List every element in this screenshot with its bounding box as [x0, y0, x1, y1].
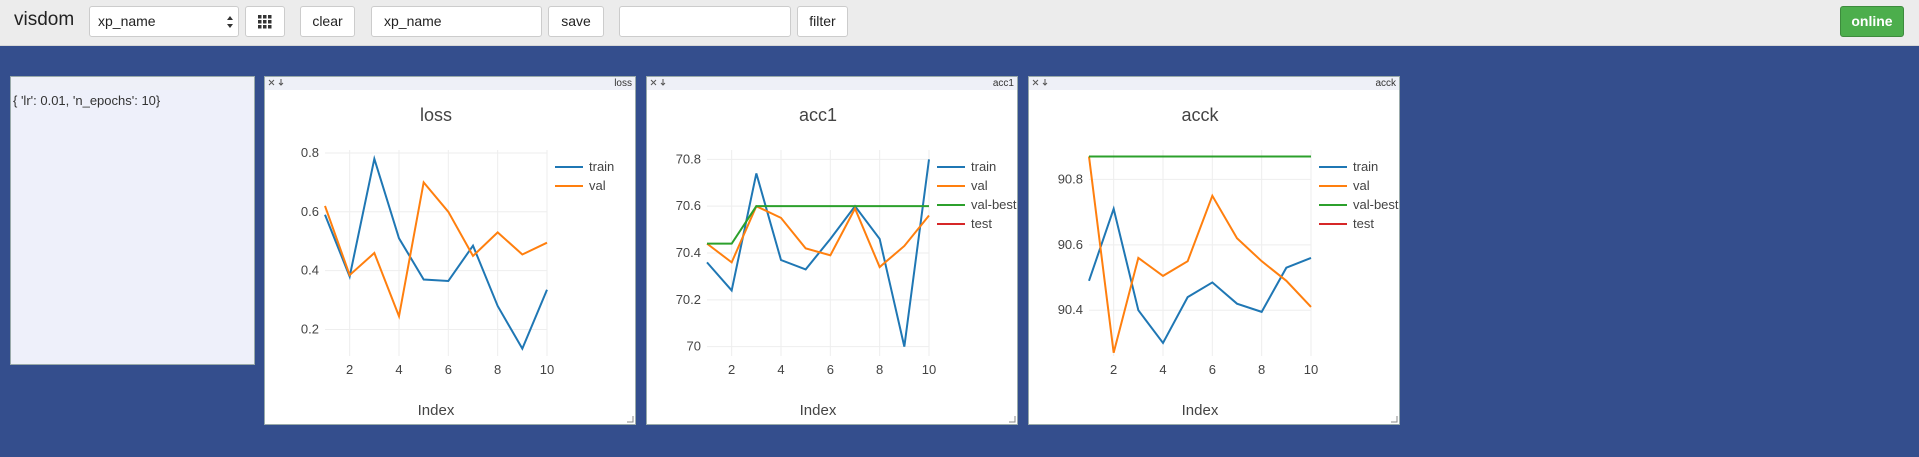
series-line	[1088, 205, 1312, 345]
x-tick-label: 8	[494, 362, 501, 377]
y-tick-label: 0.6	[301, 204, 319, 219]
legend-label: val-best	[971, 197, 1017, 212]
legend-label: train	[589, 159, 614, 174]
grid-icon	[258, 15, 272, 29]
legend-label: test	[971, 216, 992, 231]
x-tick-label: 2	[346, 362, 353, 377]
y-tick-label: 70.6	[676, 198, 701, 213]
text-pane: { 'lr': 0.01, 'n_epochs': 10}	[10, 76, 255, 365]
pane-title: loss	[614, 78, 632, 89]
chart-title: acck	[1181, 105, 1219, 125]
pane-header: loss	[265, 77, 635, 90]
app-name: visdom	[14, 9, 75, 30]
y-tick-label: 90.4	[1058, 302, 1083, 317]
x-tick-label: 10	[1304, 362, 1318, 377]
y-tick-label: 70.2	[676, 292, 701, 307]
x-tick-label: 4	[777, 362, 784, 377]
chart-title: acc1	[799, 105, 837, 125]
online-status[interactable]: online	[1840, 6, 1904, 37]
x-tick-label: 4	[1159, 362, 1166, 377]
y-tick-label: 0.4	[301, 263, 319, 278]
select-arrows	[227, 16, 233, 28]
save-button[interactable]: save	[548, 6, 604, 37]
pane-header	[11, 77, 254, 90]
y-tick-label: 0.2	[301, 322, 319, 337]
download-icon	[278, 79, 284, 86]
download-icon	[660, 79, 666, 86]
series-line	[707, 205, 929, 245]
filter-button[interactable]: filter	[797, 6, 848, 37]
legend-label: val	[589, 178, 606, 193]
env-input[interactable]: xp_name	[371, 6, 542, 37]
download-icon	[1042, 79, 1048, 86]
pane-header: acc1	[647, 77, 1017, 90]
legend-label: val	[971, 178, 988, 193]
chart-pane: acck acck 90.4 90.6 90.8 2 4 6 8 10 Index train val v…	[1028, 76, 1400, 425]
series-line	[324, 154, 548, 351]
resize-handle	[1391, 416, 1398, 423]
x-tick-label: 6	[827, 362, 834, 377]
series-line	[706, 204, 930, 269]
close-icon	[650, 79, 657, 86]
env-select[interactable]: xp_name	[89, 6, 239, 37]
pane-title: acc1	[992, 78, 1014, 89]
chart-title: loss	[420, 105, 452, 125]
y-tick-label: 90.8	[1058, 171, 1083, 186]
x-tick-label: 10	[540, 362, 554, 377]
chart: acc1 70 70.2 70.4 70.6 70.8 2 4 6 8 10 Index train va…	[650, 79, 1017, 423]
pane-header: acck	[1029, 77, 1399, 90]
legend-label: train	[971, 159, 996, 174]
toolbar: visdom xp_name clear xp_name save filter…	[0, 0, 1919, 46]
resize-handle	[1009, 416, 1016, 423]
chart-pane: loss loss 0.2 0.4 0.6 0.8 2 4 6 8 10 Index train val	[264, 76, 636, 425]
legend-label: test	[1353, 216, 1374, 231]
series-line	[1088, 156, 1312, 353]
x-tick-label: 2	[728, 362, 735, 377]
x-tick-label: 2	[1110, 362, 1117, 377]
chart: loss 0.2 0.4 0.6 0.8 2 4 6 8 10 Index train val	[268, 79, 634, 423]
grid-button[interactable]	[245, 6, 285, 37]
clear-button[interactable]: clear	[300, 6, 355, 37]
chart: acck 90.4 90.6 90.8 2 4 6 8 10 Index train val val-b…	[1032, 79, 1399, 423]
x-tick-label: 6	[1209, 362, 1216, 377]
series-line	[324, 180, 548, 320]
x-axis-label: Index	[418, 402, 455, 419]
resize-handle	[627, 416, 634, 423]
x-tick-label: 8	[1258, 362, 1265, 377]
y-tick-label: 0.8	[301, 145, 319, 160]
x-tick-label: 10	[922, 362, 936, 377]
filter-input[interactable]	[619, 6, 791, 37]
x-axis-label: Index	[800, 402, 837, 419]
legend-label: val	[1353, 178, 1370, 193]
pane-title: acck	[1375, 78, 1396, 89]
chart-pane: acc1 acc1 70 70.2 70.4 70.6 70.8 2 4 6 8 10 Index tra…	[646, 76, 1018, 425]
legend-label: val-best	[1353, 197, 1399, 212]
x-axis-label: Index	[1182, 402, 1219, 419]
x-tick-label: 6	[445, 362, 452, 377]
text-content: { 'lr': 0.01, 'n_epochs': 10}	[13, 93, 161, 108]
y-tick-label: 70.8	[676, 151, 701, 166]
y-tick-label: 70.4	[676, 245, 701, 260]
x-tick-label: 8	[876, 362, 883, 377]
x-tick-label: 4	[395, 362, 402, 377]
y-tick-label: 70	[687, 339, 701, 354]
close-icon	[1032, 79, 1039, 86]
y-tick-label: 90.6	[1058, 237, 1083, 252]
legend-label: train	[1353, 159, 1378, 174]
close-icon	[268, 79, 275, 86]
